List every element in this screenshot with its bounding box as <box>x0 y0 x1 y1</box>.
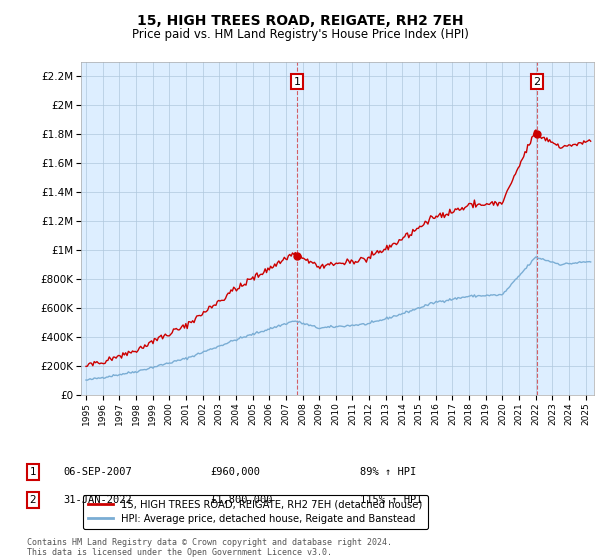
Text: Price paid vs. HM Land Registry's House Price Index (HPI): Price paid vs. HM Land Registry's House … <box>131 28 469 41</box>
Text: 89% ↑ HPI: 89% ↑ HPI <box>360 467 416 477</box>
Text: £1,800,000: £1,800,000 <box>210 495 272 505</box>
Text: 115% ↑ HPI: 115% ↑ HPI <box>360 495 422 505</box>
Text: 1: 1 <box>293 77 301 87</box>
Text: 31-JAN-2022: 31-JAN-2022 <box>63 495 132 505</box>
Text: 06-SEP-2007: 06-SEP-2007 <box>63 467 132 477</box>
Legend: 15, HIGH TREES ROAD, REIGATE, RH2 7EH (detached house), HPI: Average price, deta: 15, HIGH TREES ROAD, REIGATE, RH2 7EH (d… <box>83 495 428 529</box>
Text: 1: 1 <box>29 467 37 477</box>
Text: 2: 2 <box>29 495 37 505</box>
Text: £960,000: £960,000 <box>210 467 260 477</box>
Text: 2: 2 <box>533 77 541 87</box>
Text: Contains HM Land Registry data © Crown copyright and database right 2024.
This d: Contains HM Land Registry data © Crown c… <box>27 538 392 557</box>
Text: 15, HIGH TREES ROAD, REIGATE, RH2 7EH: 15, HIGH TREES ROAD, REIGATE, RH2 7EH <box>137 14 463 28</box>
